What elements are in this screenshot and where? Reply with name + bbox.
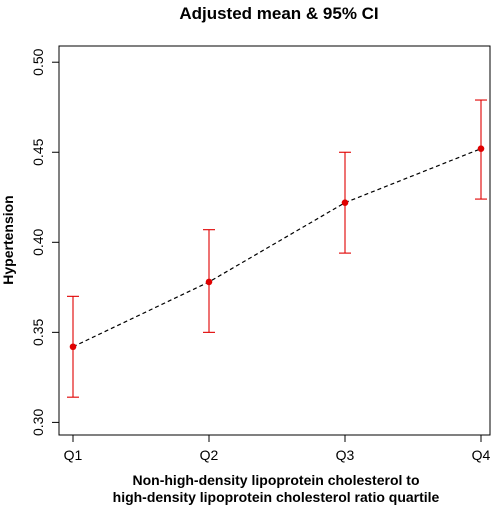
chart-title: Adjusted mean & 95% CI bbox=[179, 4, 378, 23]
x-tick-label: Q3 bbox=[336, 447, 355, 463]
data-point bbox=[341, 199, 349, 206]
y-tick-label: 0.45 bbox=[30, 138, 46, 165]
series-line bbox=[72, 148, 482, 348]
series-layer bbox=[67, 99, 487, 398]
y-tick-label: 0.30 bbox=[30, 409, 46, 436]
y-tick-label: 0.35 bbox=[30, 319, 46, 346]
data-point bbox=[205, 278, 213, 286]
y-tick-label: 0.40 bbox=[30, 228, 46, 255]
x-tick-label: Q2 bbox=[200, 447, 219, 463]
x-tick-label: Q1 bbox=[64, 447, 83, 463]
data-point bbox=[69, 343, 77, 351]
x-axis-title-line-1: Non-high-density lipoprotein cholesterol… bbox=[133, 472, 420, 488]
y-tick-label: 0.50 bbox=[30, 48, 46, 75]
x-tick-label: Q4 bbox=[472, 447, 491, 463]
data-point bbox=[477, 145, 485, 152]
y-axis-title: Hypertension bbox=[0, 195, 16, 284]
plot-frame bbox=[58, 45, 491, 436]
y-axis: 0.30 0.35 0.40 0.45 0.50 bbox=[30, 48, 59, 436]
x-axis: Q1 Q2 Q3 Q4 bbox=[64, 435, 491, 463]
x-axis-title-line-2: high-density lipoprotein cholesterol rat… bbox=[113, 489, 440, 505]
